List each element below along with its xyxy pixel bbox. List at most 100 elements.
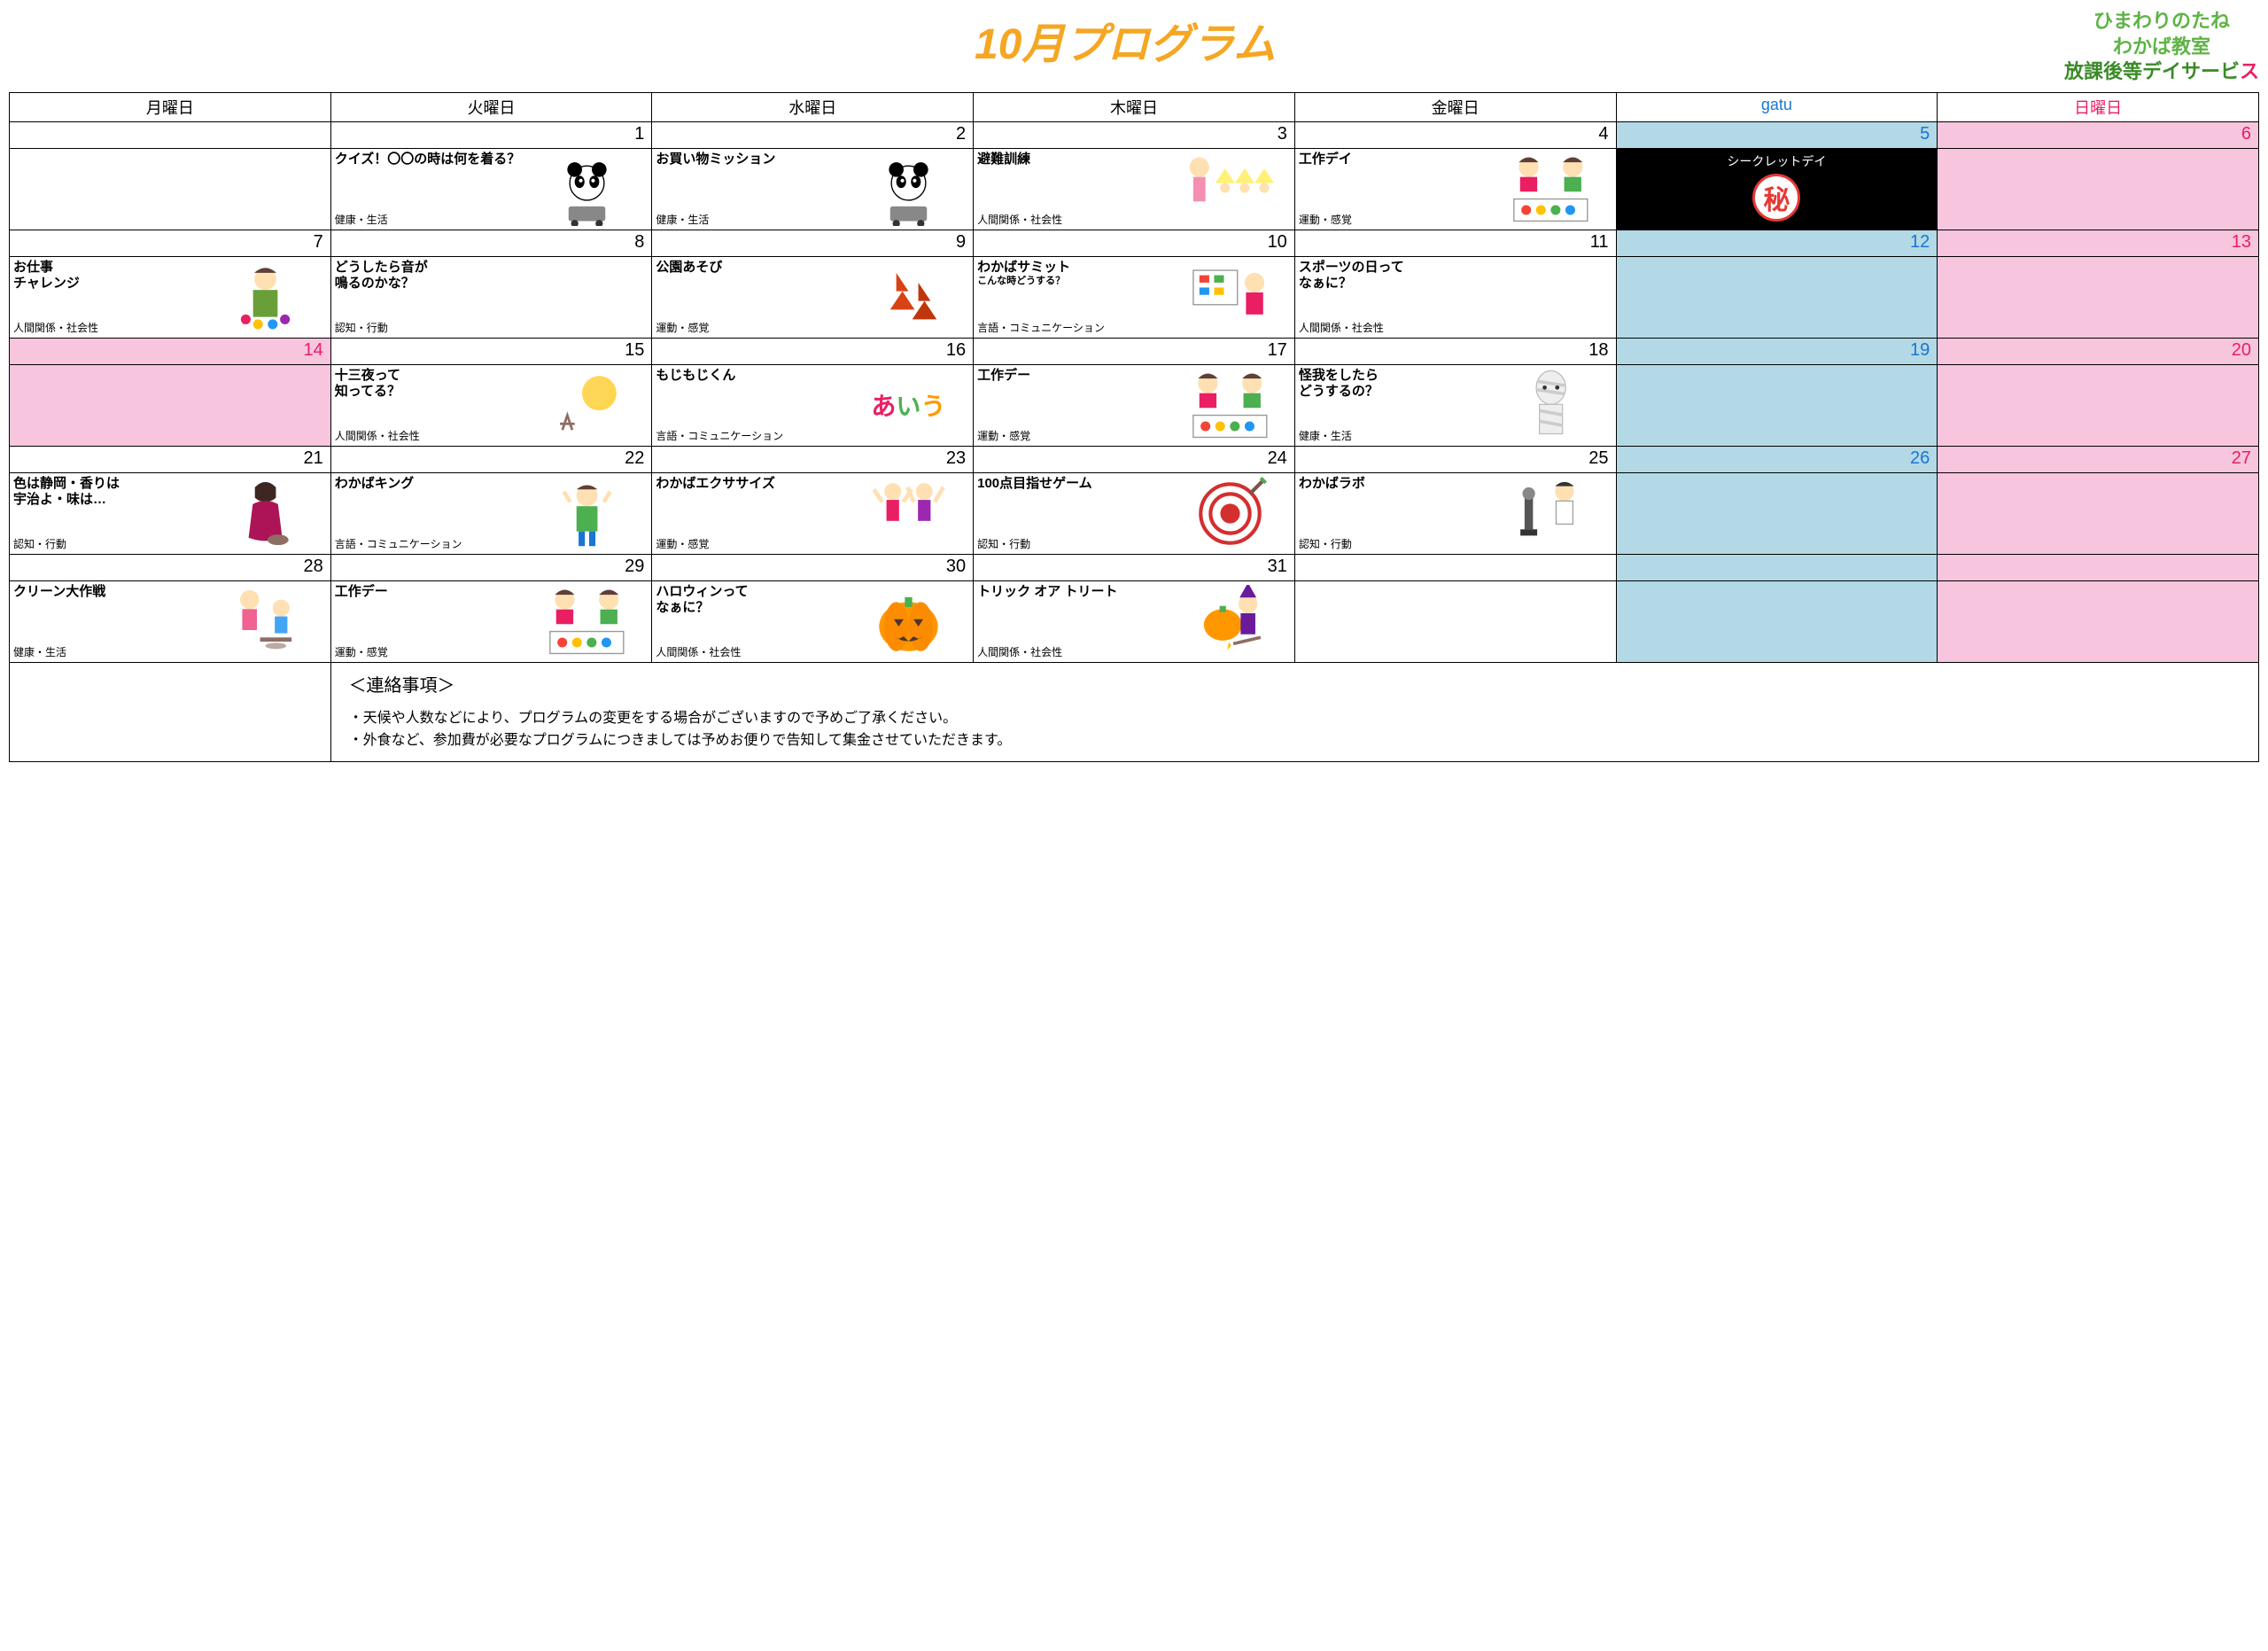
day-number: 20 [1938, 338, 2259, 364]
col-sun: 日曜日 [1938, 92, 2259, 121]
day-event-cell: ハロウィンってなぁに？ 人間関係・社会性 [652, 580, 974, 662]
day-event-cell [1938, 472, 2259, 554]
day-number: 19 [1616, 338, 1938, 364]
event-title: わかばラボ [1299, 476, 1487, 492]
event-icon [205, 261, 326, 334]
event-title: 工作デイ [1299, 152, 1487, 167]
day-number: 15 [330, 338, 652, 364]
event-category: 言語・コミュニケーション [335, 536, 462, 551]
day-number: 29 [330, 554, 652, 580]
day-number: 1 [330, 121, 652, 148]
event-category: 認知・行動 [13, 536, 66, 551]
notes-title: ＜連絡事項＞ [349, 672, 2241, 700]
day-event-cell [1938, 580, 2259, 662]
event-icon [1169, 477, 1290, 550]
secret-badge-icon: 秘 [1752, 174, 1800, 222]
event-title: トリック オア トリート [977, 584, 1165, 600]
day-number: 4 [1294, 121, 1616, 148]
event-category: 認知・行動 [1299, 536, 1352, 551]
event-title: 避難訓練 [977, 152, 1165, 167]
event-title: クリーン大作戦 [13, 584, 201, 600]
subtitle-line3: 放課後等デイサービス [2064, 59, 2259, 85]
day-number: 31 [974, 554, 1295, 580]
day-number: 2 [652, 121, 974, 148]
day-number [1616, 554, 1938, 580]
day-event-cell: シークレットデイ秘 [1616, 148, 1938, 230]
event-icon [526, 585, 648, 658]
event-category: 言語・コミュニケーション [656, 428, 783, 443]
day-event-cell: スポーツの日ってなぁに？人間関係・社会性 [1294, 256, 1616, 338]
notes-item: ・外食など、参加費が必要なプログラムにつきましては予めお便りで告知して集金させて… [349, 729, 2241, 752]
event-category: 人間関係・社会性 [656, 644, 741, 659]
event-icon: あいう [848, 369, 969, 442]
event-icon [1169, 369, 1290, 442]
day-event-cell: わかばキング言語・コミュニケーション [330, 472, 652, 554]
event-icon [205, 585, 326, 658]
event-title: もじもじくん [656, 368, 843, 384]
event-icon [1490, 477, 1612, 550]
event-icon [205, 477, 326, 550]
day-event-cell: 100点目指せゲーム認知・行動 [974, 472, 1295, 554]
header-row: 月曜日 火曜日 水曜日 木曜日 金曜日 gatu 日曜日 [10, 92, 2259, 121]
day-event-cell: お買い物ミッション健康・生活 [652, 148, 974, 230]
day-number: 7 [10, 230, 331, 256]
day-number: 26 [1616, 446, 1938, 472]
event-title: 工作デー [977, 368, 1165, 384]
event-icon [1490, 369, 1612, 442]
event-category: 人間関係・社会性 [335, 428, 420, 443]
day-number: 28 [10, 554, 331, 580]
event-icon [1490, 152, 1612, 226]
day-event-cell: もじもじくん言語・コミュニケーション あいう [652, 364, 974, 446]
event-icon [526, 477, 648, 550]
day-event-cell: 十三夜って知ってる？ 人間関係・社会性 [330, 364, 652, 446]
day-event-cell: わかばラボ認知・行動 [1294, 472, 1616, 554]
day-event-cell: 避難訓練人間関係・社会性 [974, 148, 1295, 230]
event-category: 言語・コミュニケーション [977, 320, 1105, 335]
notes-table: ＜連絡事項＞ ・天候や人数などにより、プログラムの変更をする場合がございますので… [9, 662, 2259, 762]
event-title: 色は静岡・香りは宇治よ・味は… [13, 476, 201, 508]
event-category: 運動・感覚 [656, 536, 709, 551]
event-category: 人間関係・社会性 [977, 212, 1062, 227]
subtitle-line2: わかば教室 [2064, 35, 2259, 60]
day-number: 17 [974, 338, 1295, 364]
day-number: 11 [1294, 230, 1616, 256]
event-title: スポーツの日ってなぁに？ [1299, 260, 1487, 292]
day-event-cell: クイズ！〇〇の時は何を着る？健康・生活 [330, 148, 652, 230]
col-fri: 金曜日 [1294, 92, 1616, 121]
day-event-cell [1938, 148, 2259, 230]
day-number [1294, 554, 1616, 580]
day-event-cell [10, 148, 331, 230]
day-number: 18 [1294, 338, 1616, 364]
day-event-cell [1616, 472, 1938, 554]
day-number [10, 121, 331, 148]
day-number: 3 [974, 121, 1295, 148]
day-event-cell: クリーン大作戦健康・生活 [10, 580, 331, 662]
event-category: 運動・感覚 [977, 428, 1030, 443]
day-event-cell [1938, 256, 2259, 338]
event-title: 工作デー [335, 584, 523, 600]
col-tue: 火曜日 [330, 92, 652, 121]
notes-cell: ＜連絡事項＞ ・天候や人数などにより、プログラムの変更をする場合がございますので… [330, 662, 2258, 761]
notes-item: ・天候や人数などにより、プログラムの変更をする場合がございますので予めご了承くだ… [349, 707, 2241, 730]
page-title: 10月プログラム [9, 9, 2064, 71]
event-title: お買い物ミッション [656, 152, 843, 167]
event-category: 運動・感覚 [656, 320, 709, 335]
event-icon [1169, 261, 1290, 334]
day-event-cell [10, 364, 331, 446]
event-icon [526, 152, 648, 226]
event-icon [1169, 585, 1290, 658]
header: 10月プログラム ひまわりのたね わかば教室 放課後等デイサービス [9, 9, 2259, 85]
day-number: 24 [974, 446, 1295, 472]
day-event-cell: 工作デー運動・感覚 [974, 364, 1295, 446]
day-number: 8 [330, 230, 652, 256]
secret-day: シークレットデイ秘 [1617, 149, 1938, 230]
day-event-cell: どうしたら音が鳴るのかな？認知・行動 [330, 256, 652, 338]
event-title: ハロウィンってなぁに？ [656, 584, 843, 616]
day-event-cell [1294, 580, 1616, 662]
event-icon [848, 585, 969, 658]
event-title: 十三夜って知ってる？ [335, 368, 523, 400]
event-title: 公園あそび [656, 260, 843, 276]
col-thu: 木曜日 [974, 92, 1295, 121]
day-number: 10 [974, 230, 1295, 256]
day-event-cell [1616, 580, 1938, 662]
